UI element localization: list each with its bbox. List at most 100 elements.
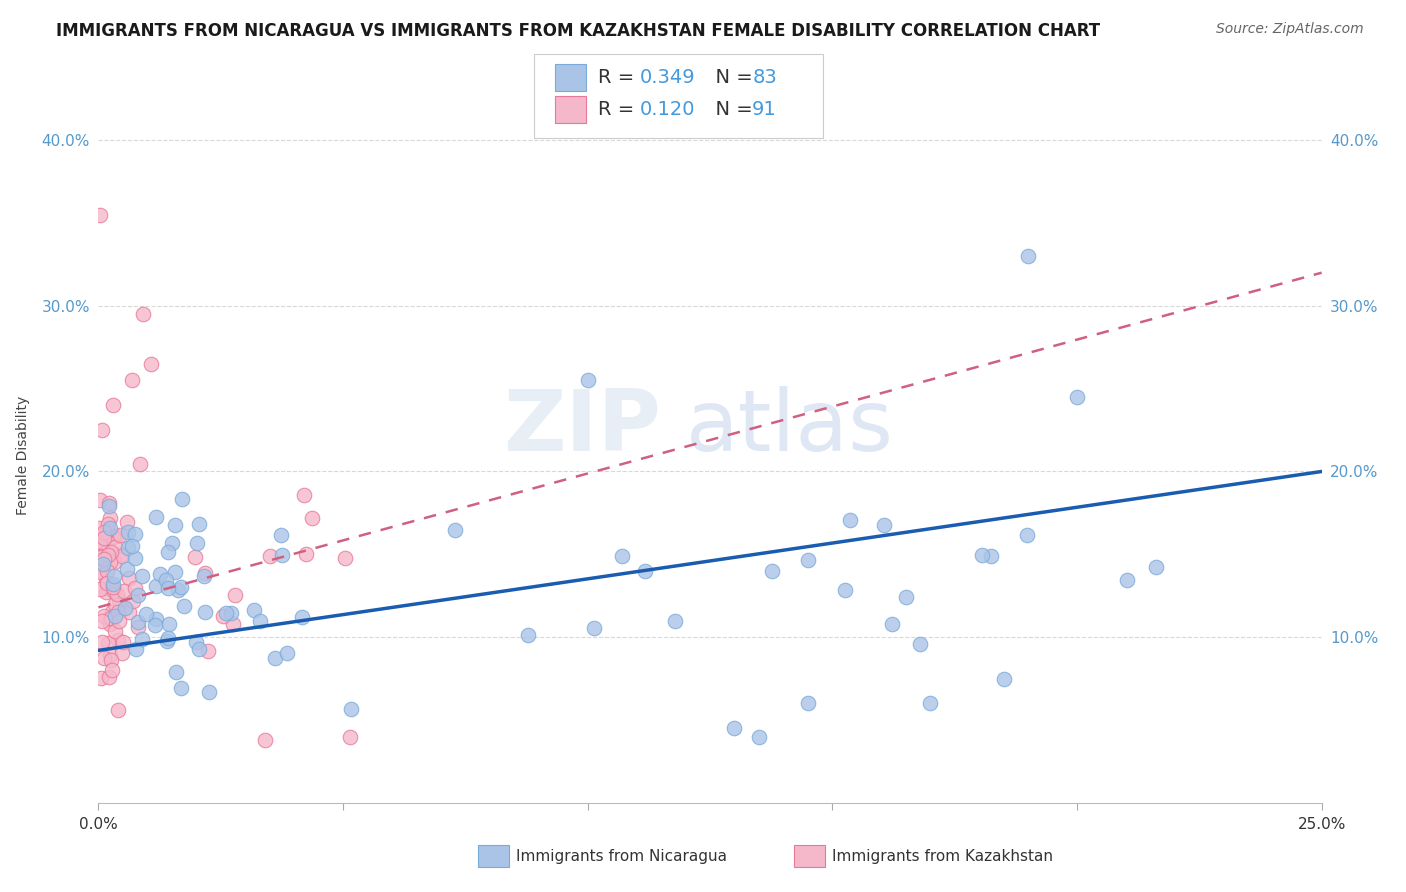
Point — [145, 509, 167, 524]
Point — [103, 568, 125, 582]
Point — [93, 557, 115, 571]
Point — [90, 547, 112, 561]
Text: ZIP: ZIP — [503, 385, 661, 468]
Point — [129, 457, 152, 471]
Point — [664, 615, 686, 629]
Text: R =: R = — [598, 68, 640, 87]
Point — [93, 532, 115, 546]
Point — [1116, 573, 1139, 587]
Point — [132, 307, 155, 321]
Point — [761, 565, 783, 579]
Point — [145, 612, 167, 626]
Point — [97, 495, 120, 509]
Point — [249, 614, 271, 628]
Point — [97, 544, 120, 558]
Point — [634, 564, 657, 578]
Point — [896, 590, 918, 604]
Text: Source: ZipAtlas.com: Source: ZipAtlas.com — [1216, 22, 1364, 37]
Point — [97, 516, 120, 531]
Point — [114, 601, 136, 615]
Point — [723, 721, 745, 735]
Point — [583, 621, 606, 635]
Point — [101, 605, 124, 619]
Point — [748, 730, 770, 744]
Point — [89, 208, 111, 222]
Point — [221, 606, 243, 620]
Point — [100, 555, 122, 569]
Point — [107, 632, 129, 647]
Point — [121, 373, 143, 387]
Point — [612, 549, 634, 563]
Point — [104, 608, 127, 623]
Point — [93, 552, 115, 566]
Point — [444, 523, 467, 537]
Point — [98, 616, 121, 631]
Point — [193, 569, 215, 583]
Point — [118, 571, 141, 585]
Text: N =: N = — [703, 68, 759, 87]
Text: 0.349: 0.349 — [640, 68, 696, 87]
Point — [97, 548, 120, 562]
Point — [124, 581, 146, 595]
Text: 83: 83 — [752, 68, 778, 87]
Point — [112, 584, 135, 599]
Point — [96, 576, 118, 591]
Point — [156, 545, 179, 559]
Point — [89, 550, 111, 565]
Point — [993, 672, 1015, 686]
Point — [94, 545, 117, 559]
Point — [301, 511, 323, 525]
Point — [103, 555, 125, 569]
Point — [1015, 528, 1038, 542]
Point — [89, 533, 111, 548]
Point — [194, 566, 217, 581]
Point — [170, 492, 193, 507]
Point — [100, 611, 122, 625]
Text: IMMIGRANTS FROM NICARAGUA VS IMMIGRANTS FROM KAZAKHSTAN FEMALE DISABILITY CORREL: IMMIGRANTS FROM NICARAGUA VS IMMIGRANTS … — [56, 22, 1101, 40]
Point — [118, 605, 141, 619]
Point — [127, 619, 149, 633]
Point — [101, 398, 124, 412]
Point — [115, 562, 138, 576]
Point — [156, 631, 179, 645]
Point — [97, 635, 120, 649]
Point — [145, 579, 167, 593]
Point — [90, 423, 112, 437]
Point — [270, 527, 292, 541]
Point — [214, 606, 236, 620]
Point — [149, 566, 172, 581]
Point — [87, 553, 110, 567]
Point — [340, 702, 363, 716]
Point — [111, 635, 134, 649]
Point — [157, 616, 180, 631]
Point — [872, 518, 894, 533]
Point — [198, 685, 221, 699]
Point — [107, 605, 129, 619]
Point — [242, 603, 264, 617]
Point — [103, 584, 125, 599]
Point — [98, 670, 121, 684]
Point — [222, 617, 245, 632]
Point — [797, 697, 820, 711]
Point — [98, 511, 121, 525]
Point — [194, 606, 217, 620]
Text: R =: R = — [598, 100, 640, 120]
Point — [167, 582, 190, 597]
Point — [121, 539, 143, 553]
Point — [96, 527, 118, 541]
Text: Immigrants from Kazakhstan: Immigrants from Kazakhstan — [832, 849, 1053, 863]
Point — [94, 575, 117, 590]
Point — [103, 580, 125, 594]
Point — [131, 632, 153, 646]
Point — [333, 551, 356, 566]
Point — [93, 525, 115, 540]
Point — [839, 513, 862, 527]
Point — [143, 618, 166, 632]
Point — [517, 628, 540, 642]
Point — [93, 651, 115, 665]
Point — [156, 581, 179, 595]
Point — [908, 637, 931, 651]
Point — [117, 541, 139, 556]
Point — [91, 614, 114, 628]
Point — [197, 644, 219, 658]
